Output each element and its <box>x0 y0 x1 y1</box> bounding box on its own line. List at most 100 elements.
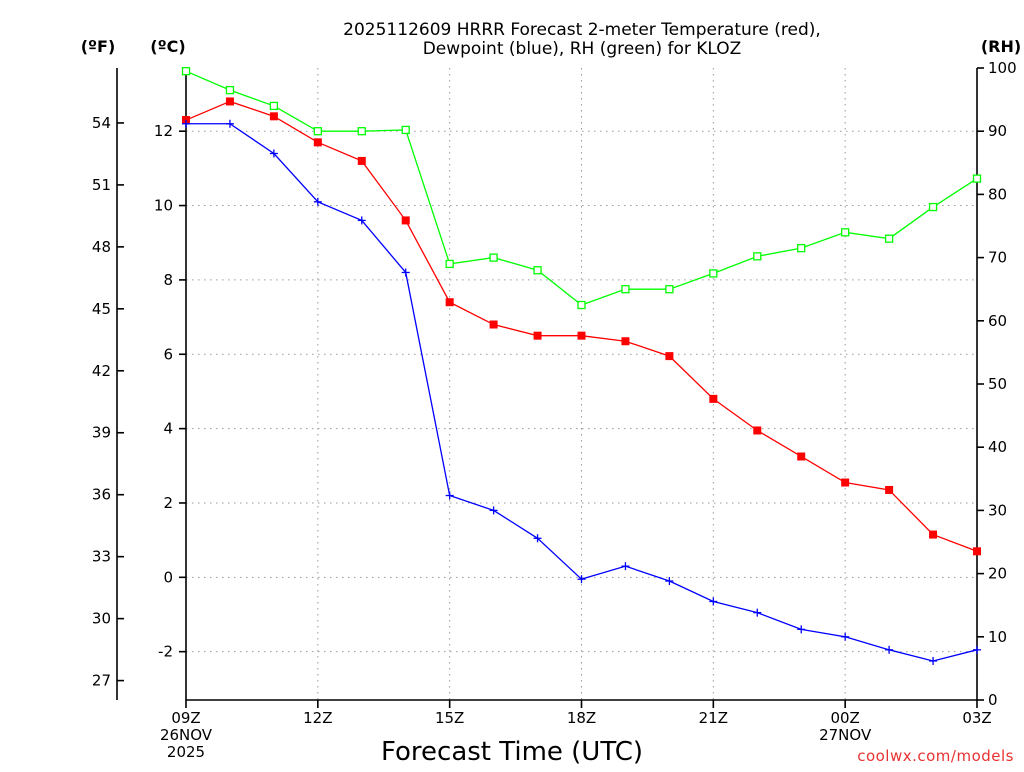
rh-tick-label: 90 <box>988 122 1007 140</box>
temperature-point <box>533 331 542 340</box>
x-tick-label: 21Z <box>699 709 728 727</box>
dewpoint-point <box>182 119 190 128</box>
celsius-tick-label: 0 <box>163 568 173 586</box>
rh-tick-label: 0 <box>988 691 998 709</box>
rh-point <box>621 285 630 294</box>
temperature-point <box>445 298 454 307</box>
rh-point <box>884 234 894 243</box>
x-tick-label: 00Z <box>830 709 859 727</box>
rh-tick-label: 70 <box>988 249 1007 267</box>
dewpoint-point <box>577 575 586 584</box>
temperature-point <box>841 478 850 487</box>
rh-tick-label: 60 <box>988 312 1007 330</box>
fahrenheit-tick-label: 54 <box>92 114 111 132</box>
fahrenheit-tick-label: 30 <box>92 610 111 628</box>
rh-point <box>225 85 235 95</box>
temperature-point <box>401 216 410 225</box>
temperature-point <box>753 426 762 435</box>
dewpoint-point <box>885 645 894 654</box>
dewpoint-point <box>709 597 718 606</box>
dewpoint-point <box>621 562 630 571</box>
rh-point <box>533 266 542 275</box>
temperature-point <box>797 452 806 461</box>
dewpoint-point <box>225 119 234 128</box>
celsius-axis-unit: (ºC) <box>150 37 185 56</box>
fahrenheit-tick-label: 36 <box>92 486 111 504</box>
dewpoint-point <box>489 506 498 515</box>
temperature-point <box>269 112 278 121</box>
dewpoint-point <box>269 149 278 158</box>
fahrenheit-tick-label: 48 <box>92 238 111 256</box>
x-tick-label: 03Z <box>962 709 991 727</box>
dewpoint-point <box>445 491 454 500</box>
rh-point <box>445 259 454 269</box>
x-tick-label: 2025 <box>167 743 205 761</box>
rh-axis-unit: (RH) <box>981 37 1021 56</box>
fahrenheit-axis-unit: (ºF) <box>81 37 116 56</box>
rh-point <box>577 300 586 310</box>
temperature-point <box>577 331 586 340</box>
dewpoint-point <box>841 632 850 641</box>
dewpoint-point <box>357 216 366 225</box>
fahrenheit-tick-label: 27 <box>92 672 111 690</box>
x-tick-label: 27NOV <box>819 726 872 744</box>
rh-point <box>709 269 718 278</box>
rh-tick-label: 50 <box>988 375 1007 393</box>
axes: -2 0 2 4 6 8 10 12 27 30 33 36 39 42 45 48 51 54 0 10 20 30 40… <box>92 59 1017 709</box>
dewpoint-point <box>929 656 938 665</box>
chart-title-line-1: 2025112609 HRRR Forecast 2-meter Tempera… <box>343 20 821 40</box>
temperature-point <box>973 547 981 556</box>
temperature-point <box>357 156 366 165</box>
fahrenheit-tick-label: 33 <box>92 548 111 566</box>
x-tick-label: 26NOV <box>160 726 213 744</box>
rh-point <box>928 202 938 212</box>
rh-point <box>753 252 762 261</box>
rh-tick-label: 20 <box>988 565 1007 583</box>
dewpoint-point <box>401 268 410 277</box>
rh-tick-label: 40 <box>988 438 1007 456</box>
rh-tick-label: 80 <box>988 185 1007 203</box>
fahrenheit-tick-label: 42 <box>92 362 111 380</box>
rh-point <box>841 228 850 237</box>
temperature-point <box>313 138 322 147</box>
rh-point <box>357 127 366 136</box>
rh-tick-label: 100 <box>988 59 1017 77</box>
rh-point <box>269 101 279 111</box>
x-tick-label: 18Z <box>567 709 596 727</box>
dewpoint-point <box>665 577 674 586</box>
dewpoint-point <box>973 645 981 654</box>
data-series <box>181 67 982 665</box>
rh-point <box>489 253 498 262</box>
rh-point <box>797 243 806 253</box>
rh-point <box>401 125 410 135</box>
rh-tick-label: 30 <box>988 501 1007 519</box>
temperature-point <box>929 530 938 539</box>
celsius-tick-label: 8 <box>163 271 173 289</box>
fahrenheit-tick-label: 45 <box>92 300 111 318</box>
celsius-tick-label: -2 <box>158 643 173 661</box>
dewpoint-point <box>313 197 322 206</box>
dewpoint-point <box>533 534 542 543</box>
rh-tick-label: 10 <box>988 628 1007 646</box>
rh-point <box>665 285 674 294</box>
temperature-point <box>665 352 674 361</box>
rh-point <box>313 127 322 136</box>
temperature-point <box>489 320 498 329</box>
celsius-tick-label: 10 <box>154 197 173 215</box>
celsius-tick-label: 6 <box>163 345 173 363</box>
x-tick-label: 09Z <box>171 709 200 727</box>
rh-point <box>972 174 982 183</box>
chart-title-line-2: Dewpoint (blue), RH (green) for KLOZ <box>423 39 742 59</box>
celsius-tick-label: 2 <box>163 494 173 512</box>
temperature-point <box>709 394 718 403</box>
rh-point <box>181 67 191 76</box>
grid-lines <box>186 68 977 700</box>
source-credit: coolwx.com/models <box>857 747 1014 765</box>
temperature-point <box>885 485 894 494</box>
dewpoint-point <box>797 625 806 634</box>
fahrenheit-tick-label: 39 <box>92 424 111 442</box>
fahrenheit-tick-label: 51 <box>92 176 111 194</box>
x-tick-label: 12Z <box>303 709 332 727</box>
